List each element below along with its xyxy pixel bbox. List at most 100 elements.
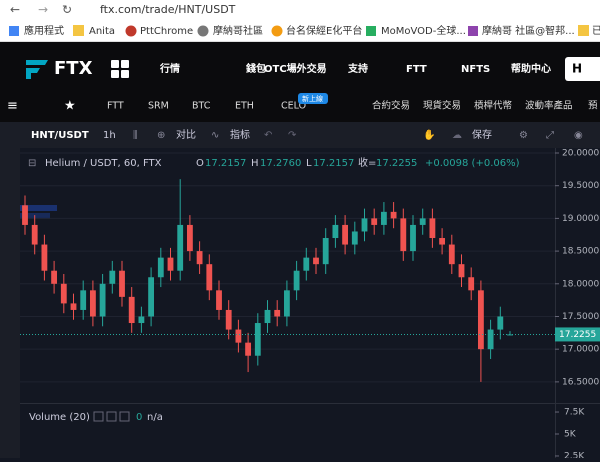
coin-link[interactable]: SRM (148, 101, 169, 112)
settings-icon[interactable]: ⚙ (519, 130, 528, 141)
y-tick-label: 17.5000 (562, 312, 599, 322)
candle-body (31, 224, 38, 245)
nav-link[interactable]: 支持 (347, 62, 368, 75)
volume-icon[interactable] (93, 411, 104, 422)
compare[interactable]: 对比 (176, 128, 196, 141)
candle-body (497, 316, 504, 330)
candle-body (429, 218, 436, 239)
coin-link[interactable]: FTT (107, 101, 124, 112)
bookmark[interactable]: MoMoVOD-全球... (381, 24, 466, 37)
legend-value: 17.2760 (260, 158, 301, 169)
product-link[interactable]: 現貨交易 (423, 100, 461, 112)
legend-label: 收= (358, 156, 376, 169)
favorites-icon[interactable]: ★ (64, 99, 76, 114)
reload-button[interactable]: ↻ (62, 3, 72, 17)
interval[interactable]: 1h (103, 130, 116, 141)
overlay-bar (20, 205, 57, 211)
bookmark[interactable]: 應用程式 (24, 24, 64, 37)
legend-value: 17.2157 (205, 158, 246, 169)
series-name[interactable]: Helium / USDT, 60, FTX (45, 158, 162, 169)
symbol[interactable]: HNT/USDT (31, 130, 89, 141)
legend-value: 17.2157 (313, 158, 354, 169)
url[interactable]: ftx.com/trade/HNT/USDT (100, 3, 236, 16)
bookmark[interactable]: 摩納哥 社區@智邦... (482, 24, 575, 37)
candle-body (196, 251, 203, 265)
y-tick-label: 19.5000 (562, 181, 599, 191)
coin-link[interactable]: CELO (281, 101, 306, 112)
bookmark[interactable]: 摩納哥社區 (213, 24, 263, 37)
candle-body (332, 224, 339, 239)
candle-body (361, 218, 368, 232)
candle-body (148, 277, 155, 317)
last-price-label: 17.2255 (559, 330, 596, 340)
candle-body (80, 290, 87, 310)
bookmark[interactable]: Anita (89, 26, 115, 37)
nav-link[interactable]: 行情 (159, 62, 180, 75)
candle-body (99, 283, 106, 317)
logo[interactable]: FTX (54, 58, 93, 79)
volume-title[interactable]: Volume (20) (29, 412, 90, 423)
collapse-icon[interactable]: ⊟ (28, 158, 36, 169)
bookmark[interactable]: 已 (592, 26, 600, 37)
coin-link[interactable]: BTC (192, 101, 211, 112)
volume-na: n/a (147, 412, 163, 423)
volume-icon[interactable] (119, 411, 130, 422)
legend-label: H (251, 158, 259, 169)
hand-icon[interactable]: ✋ (423, 128, 435, 141)
y-tick-label: 17.0000 (562, 345, 599, 355)
bookmark-icon (271, 25, 283, 37)
folder-icon (578, 25, 589, 36)
candle-body (351, 231, 358, 245)
nav-link[interactable]: FTT (406, 64, 427, 75)
snapshot-icon[interactable]: ◉ (574, 130, 583, 141)
legend-label: O (196, 158, 204, 169)
indicators[interactable]: 指标 (230, 128, 250, 141)
undo[interactable]: ↶ (264, 130, 272, 141)
back-button[interactable]: ← (10, 3, 20, 17)
candle-body (342, 224, 349, 245)
menu-icon[interactable]: ≡ (7, 99, 18, 114)
redo[interactable]: ↷ (288, 130, 297, 141)
forward-button[interactable]: → (38, 3, 48, 17)
product-link[interactable]: 合約交易 (372, 100, 410, 112)
candle-body (51, 270, 58, 284)
candle-body (371, 218, 378, 225)
y-tick-label: 19.0000 (562, 214, 599, 224)
candle-body (89, 290, 96, 317)
chart-type-icon[interactable]: ⫼ (133, 130, 138, 141)
candle-body (458, 264, 465, 278)
nav-link[interactable]: 帮助中心 (511, 62, 551, 75)
coin-link[interactable]: ETH (235, 101, 254, 112)
candle-body (303, 257, 310, 271)
bookmark[interactable]: 台名保經E化平台 (286, 24, 362, 37)
candle-body (245, 342, 252, 356)
product-link[interactable]: 槓桿代幣 (474, 100, 513, 112)
nav-link[interactable]: 錢包 (246, 62, 266, 75)
fullscreen-icon[interactable]: ⤢ (546, 130, 554, 141)
y-tick-label: 18.5000 (562, 247, 599, 257)
indicators-icon[interactable]: ∿ (211, 130, 219, 141)
bookmark-icon (468, 26, 478, 36)
candle-body (380, 211, 387, 225)
candle-body (439, 238, 446, 245)
y-tick-label: 2.5K (564, 451, 585, 458)
compare-icon[interactable]: ⊕ (157, 130, 165, 141)
product-link[interactable]: 預 (588, 101, 598, 112)
product-link[interactable]: 波動率產品 (525, 100, 573, 112)
candle-body (119, 270, 125, 297)
chart-toolbar (0, 122, 600, 148)
candle-body (400, 218, 407, 252)
cloud-icon[interactable]: ☁ (452, 130, 462, 141)
candle-body (138, 316, 145, 324)
grid-icon[interactable] (111, 60, 129, 78)
y-tick-label: 16.5000 (562, 377, 599, 387)
candle-body (487, 329, 494, 350)
save[interactable]: 保存 (472, 128, 492, 141)
volume-icon[interactable] (106, 411, 117, 422)
nav-link[interactable]: NFTS (461, 64, 490, 75)
bookmark[interactable]: PttChrome (140, 26, 193, 37)
sub-nav (0, 95, 600, 118)
nav-link[interactable]: OTC場外交易 (264, 62, 327, 75)
login-button[interactable] (565, 57, 600, 81)
